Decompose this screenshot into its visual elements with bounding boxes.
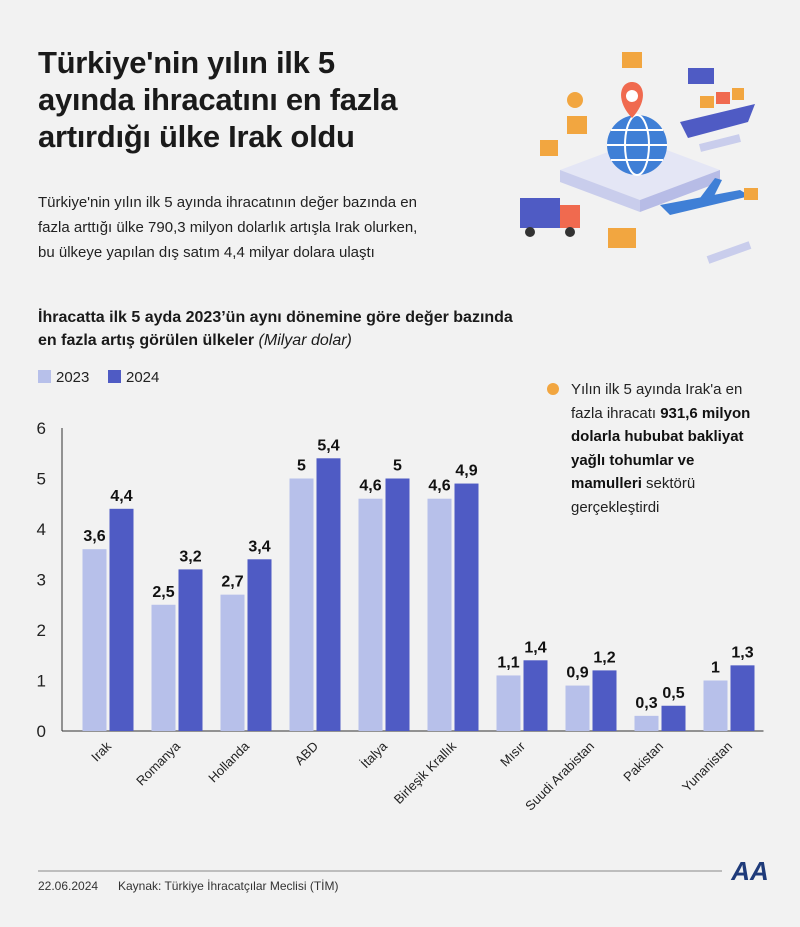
annotation-bold: 931,6 milyon dolarla hububat bakliyat ya… [571, 404, 751, 493]
value-label: 3,2 [179, 548, 201, 565]
value-label: 1 [711, 660, 720, 677]
title-line: Türkiye'nin yılın ilk 5 [38, 45, 335, 80]
value-label: 1,3 [731, 644, 753, 661]
value-label: 3,6 [83, 528, 105, 545]
y-tick-label: 0 [37, 722, 46, 741]
x-tick-label: Irak [88, 738, 114, 764]
bar [82, 549, 107, 731]
value-label: 1,1 [497, 654, 519, 671]
chart-unit: (Milyar dolar) [258, 332, 352, 349]
value-label: 1,2 [593, 649, 615, 666]
value-label: 1,4 [524, 639, 546, 656]
annotation: Yılın ilk 5 ayında Irak'a en fazla ihrac… [571, 378, 751, 519]
bar [703, 680, 728, 731]
x-tick-label: Pakistan [620, 739, 666, 785]
bar [427, 498, 452, 731]
legend-swatch [38, 370, 51, 383]
footer-source: Kaynak: Türkiye İhracatçılar Meclisi (Tİ… [118, 879, 339, 893]
value-label: 4,9 [455, 463, 477, 480]
bar [730, 665, 755, 731]
bar [661, 705, 686, 731]
value-label: 5 [297, 458, 306, 475]
chart-title-line: en fazla artış görülen ülkeler (Milyar d… [38, 329, 513, 352]
y-tick-label: 4 [37, 520, 46, 539]
title-line: artırdığı ülke Irak oldu [38, 119, 355, 154]
legend-label: 2023 [56, 369, 89, 386]
bar [358, 498, 383, 731]
bar [316, 458, 341, 731]
footer-date: 22.06.2024 [38, 879, 98, 893]
value-label: 0,3 [635, 695, 657, 712]
value-label: 2,5 [152, 584, 174, 601]
y-tick-label: 3 [37, 571, 46, 590]
logo: AA [730, 856, 769, 886]
y-tick-label: 1 [37, 672, 46, 691]
subtitle-line: bu ülkeye yapılan dış satım 4,4 milyar d… [38, 244, 375, 261]
x-tick-label: ABD [292, 739, 322, 769]
title: Türkiye'nin yılın ilk 5 ayında ihracatın… [38, 44, 397, 155]
value-label: 3,4 [248, 538, 270, 555]
y-tick-label: 6 [37, 419, 46, 438]
bar [247, 559, 272, 731]
value-label: 4,6 [359, 478, 381, 495]
x-tick-label: İtalya [358, 738, 391, 771]
bar [523, 660, 548, 731]
bar [289, 478, 314, 731]
value-label: 4,6 [428, 478, 450, 495]
value-label: 2,7 [221, 574, 243, 591]
bar [385, 478, 410, 731]
x-tick-label: Yunanistan [679, 739, 735, 795]
annotation-text: Yılın ilk 5 ayında Irak'a en fazla ihrac… [571, 381, 743, 422]
chart-title-text: en fazla artış görülen ülkeler [38, 332, 255, 349]
y-tick-label: 2 [37, 621, 46, 640]
subtitle: Türkiye'nin yılın ilk 5 ayında ihracatın… [38, 190, 417, 265]
value-label: 0,5 [662, 685, 684, 702]
bar [178, 569, 203, 731]
value-label: 0,9 [566, 665, 588, 682]
value-label: 5 [393, 458, 402, 475]
x-tick-label: Mısır [497, 738, 529, 770]
bar [634, 715, 659, 731]
x-tick-label: Birleşik Krallık [391, 738, 460, 807]
chart-title-line: İhracatta ilk 5 ayda 2023’ün aynı dönemi… [38, 309, 513, 326]
x-tick-label: Hollanda [205, 738, 252, 785]
x-tick-label: Suudi Arabistan [522, 739, 597, 814]
bar [592, 670, 617, 731]
title-line: ayında ihracatını en fazla [38, 82, 398, 117]
bar [496, 675, 521, 731]
bar [109, 508, 134, 731]
illustration [520, 52, 758, 264]
bar [220, 594, 245, 731]
legend-swatch [108, 370, 121, 383]
value-label: 4,4 [110, 488, 132, 505]
chart-title: İhracatta ilk 5 ayda 2023’ün aynı dönemi… [38, 306, 513, 352]
legend-label: 2024 [126, 369, 159, 386]
annotation-bullet [547, 383, 559, 395]
subtitle-line: Türkiye'nin yılın ilk 5 ayında ihracatın… [38, 194, 417, 211]
bar [151, 604, 176, 731]
annotation-text: sektörü gerçekleştirdi [571, 475, 696, 516]
x-tick-label: Romanya [133, 738, 183, 788]
bar [454, 483, 479, 731]
bar [565, 685, 590, 731]
subtitle-line: fazla arttığı ülke 790,3 milyon dolarlık… [38, 219, 418, 236]
y-tick-label: 5 [37, 470, 46, 489]
value-label: 5,4 [317, 437, 339, 454]
